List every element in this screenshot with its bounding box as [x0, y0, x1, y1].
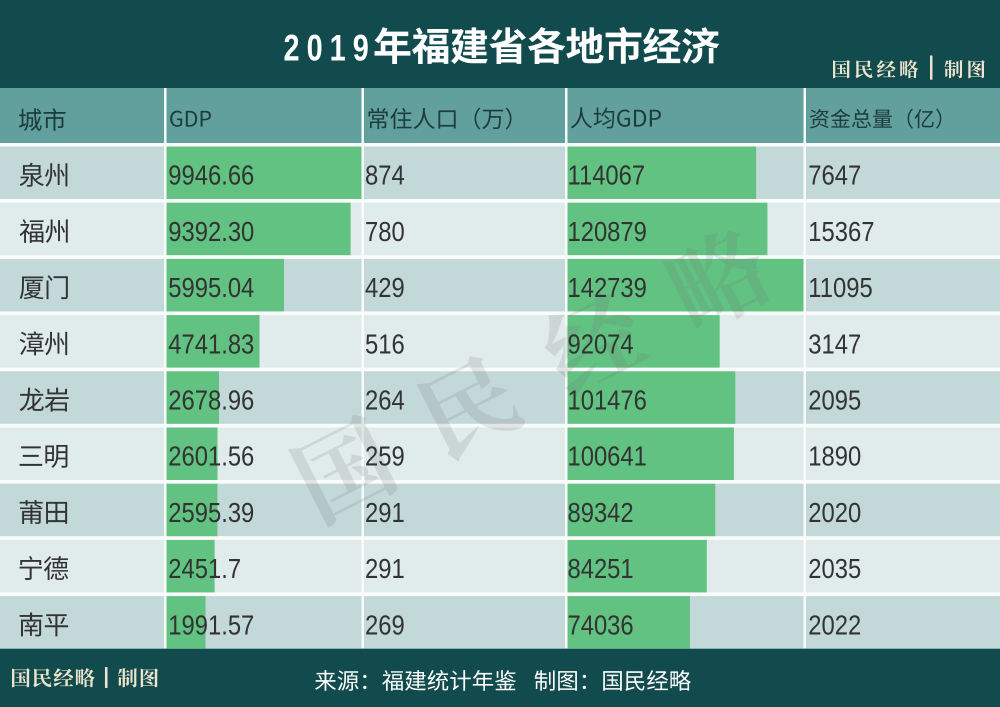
svg-text:120879: 120879 — [568, 215, 647, 247]
svg-text:2035: 2035 — [808, 552, 861, 584]
svg-text:2451.7: 2451.7 — [168, 552, 241, 584]
svg-text:7647: 7647 — [808, 159, 861, 191]
svg-text:9392.30: 9392.30 — [168, 215, 254, 247]
svg-text:516: 516 — [365, 327, 405, 359]
svg-text:264: 264 — [365, 384, 405, 416]
svg-text:9946.66: 9946.66 — [168, 159, 254, 191]
svg-text:259: 259 — [365, 440, 405, 472]
svg-text:1991.57: 1991.57 — [168, 608, 254, 640]
svg-text:2095: 2095 — [808, 384, 861, 416]
svg-text:2678.96: 2678.96 — [168, 384, 254, 416]
svg-text:4741.83: 4741.83 — [168, 327, 254, 359]
svg-text:5995.04: 5995.04 — [168, 271, 254, 303]
svg-text:780: 780 — [365, 215, 405, 247]
svg-text:269: 269 — [365, 608, 405, 640]
svg-text:89342: 89342 — [568, 496, 634, 528]
svg-text:291: 291 — [365, 552, 405, 584]
svg-text:142739: 142739 — [568, 271, 647, 303]
svg-text:15367: 15367 — [808, 215, 874, 247]
svg-text:101476: 101476 — [568, 384, 647, 416]
svg-text:3147: 3147 — [808, 327, 861, 359]
svg-text:114067: 114067 — [568, 159, 646, 191]
svg-text:2595.39: 2595.39 — [168, 496, 254, 528]
svg-text:291: 291 — [365, 496, 405, 528]
svg-text:429: 429 — [365, 271, 405, 303]
svg-text:84251: 84251 — [568, 552, 634, 584]
svg-text:2601.56: 2601.56 — [168, 440, 254, 472]
svg-text:1890: 1890 — [808, 440, 861, 472]
svg-text:74036: 74036 — [568, 608, 634, 640]
svg-text:11095: 11095 — [808, 271, 872, 303]
svg-text:2019: 2019 — [284, 28, 376, 69]
svg-text:100641: 100641 — [568, 440, 647, 472]
svg-text:92074: 92074 — [568, 327, 634, 359]
svg-text:2020: 2020 — [808, 496, 861, 528]
svg-text:2022: 2022 — [808, 608, 861, 640]
svg-text:874: 874 — [365, 159, 405, 191]
